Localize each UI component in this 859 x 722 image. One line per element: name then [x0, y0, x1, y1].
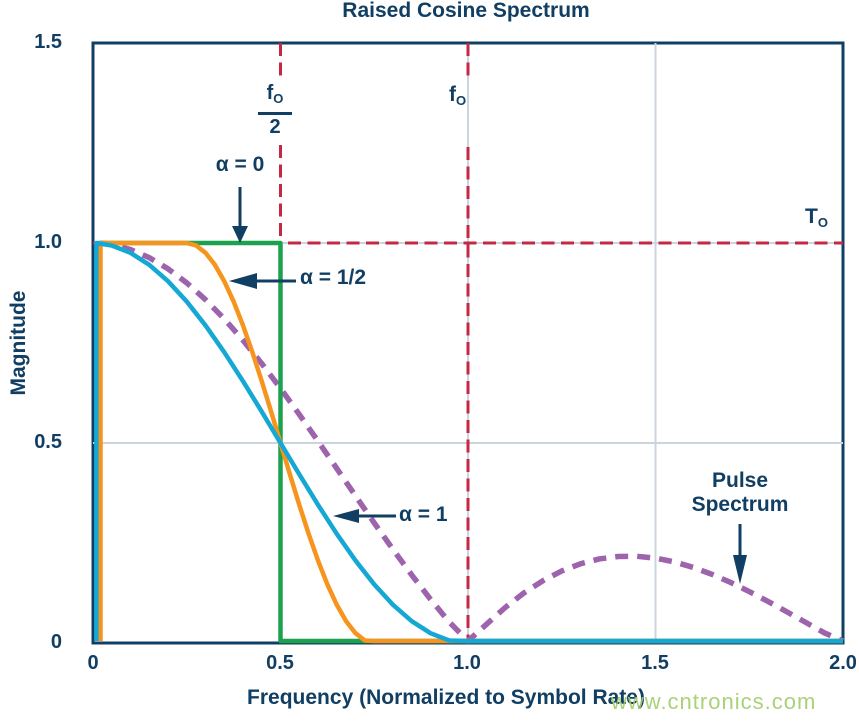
watermark: www.cntronics.com	[611, 689, 817, 714]
y-tick-1.0: 1.0	[34, 231, 62, 253]
T0-label-subscript: O	[817, 215, 828, 230]
alpha-half-label: α = 1/2	[300, 266, 367, 289]
curve-alpha-0.5	[98, 240, 843, 644]
alpha-1-arrow-head	[333, 509, 359, 523]
f0-subscript: O	[273, 91, 284, 106]
x-tick-0: 0	[87, 652, 99, 674]
f0-over-2-label: fO 2	[258, 81, 292, 138]
alpha-0-arrow-head	[232, 226, 248, 243]
alpha-half-arrow-head	[229, 273, 257, 289]
y-tick-0.5: 0.5	[34, 431, 62, 453]
f0-label-subscript: O	[456, 93, 467, 108]
y-axis-label: Magnitude	[7, 290, 30, 396]
pulse-spectrum-label-line1: Pulse	[711, 469, 769, 492]
f0-label: fO	[449, 83, 467, 109]
pulse-spectrum-label-line2: Spectrum	[691, 493, 789, 516]
curve-alpha-1	[94, 240, 843, 644]
x-tick-0.5: 0.5	[266, 652, 294, 674]
alpha-0-label: α = 0	[215, 153, 265, 176]
x-axis-label: Frequency (Normalized to Symbol Rate)	[247, 686, 645, 709]
pulse-spectrum-label: Pulse Spectrum	[682, 469, 798, 517]
x-tick-1.5: 1.5	[641, 652, 669, 674]
f0-over-2-numerator: fO	[258, 81, 292, 115]
f0-over-2-denominator: 2	[269, 116, 281, 138]
y-tick-0: 0	[50, 631, 62, 653]
y-tick-1.5: 1.5	[34, 31, 62, 53]
chart-title: Raised Cosine Spectrum	[342, 0, 590, 22]
x-tick-2.0: 2.0	[829, 652, 857, 674]
pulse-spectrum-arrow-head	[733, 555, 747, 584]
T0-label: TO	[805, 205, 828, 231]
alpha-1-label: α = 1	[399, 503, 448, 526]
x-tick-1.0: 1.0	[453, 652, 481, 674]
